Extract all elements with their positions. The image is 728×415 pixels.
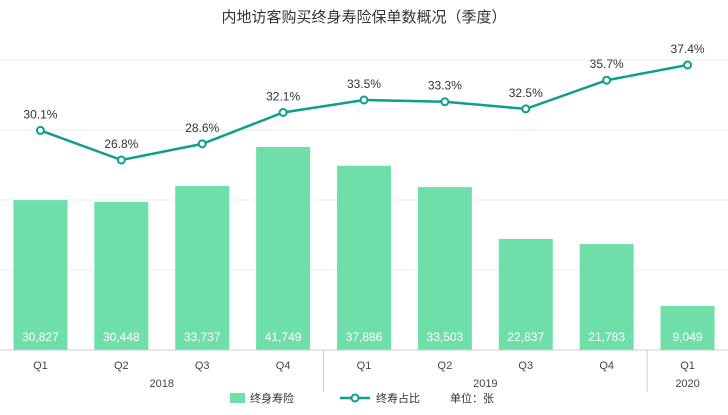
- line-value-label: 35.7%: [590, 57, 624, 71]
- line-series: 30.1% 26.8% 28.6% 32.1% 33.5% 33.3% 32.5% 35.7%…: [23, 42, 705, 165]
- line-point: [359, 95, 369, 105]
- x-tick-label: Q4: [599, 360, 614, 372]
- bar: [660, 306, 715, 350]
- bar-value-label: 37,886: [346, 330, 383, 344]
- legend-line-marker: [350, 393, 360, 403]
- x-tick-label: Q2: [438, 360, 453, 372]
- legend: 终身寿险 终寿占比 单位：张: [230, 391, 494, 405]
- x-tick-label: Q3: [195, 360, 210, 372]
- line-point: [116, 155, 126, 165]
- bar: [175, 185, 230, 350]
- line-point: [521, 104, 531, 114]
- bar: [94, 201, 149, 350]
- x-tick-label: Q1: [33, 360, 48, 372]
- bar: [498, 238, 553, 350]
- bar-value-label: 41,749: [265, 330, 302, 344]
- bar-value-label: 9,049: [673, 330, 703, 344]
- bar: [337, 165, 391, 350]
- line-value-label: 33.5%: [347, 77, 381, 91]
- x-tick-label: Q2: [114, 360, 129, 372]
- bar: [417, 187, 472, 350]
- bar: [579, 244, 634, 350]
- line-value-label: 37.4%: [671, 42, 705, 56]
- legend-line-label: 终寿占比: [376, 391, 420, 405]
- line-point: [35, 125, 45, 135]
- line-point: [197, 139, 207, 149]
- unit-note: 单位：张: [450, 391, 494, 405]
- x-tick-label: Q4: [276, 360, 291, 372]
- x-group-label: 2018: [150, 378, 174, 390]
- x-tick-label: Q1: [357, 360, 372, 372]
- bar-value-label: 33,503: [427, 330, 464, 344]
- bar-value-label: 30,448: [103, 330, 140, 344]
- x-tick-label: Q3: [518, 360, 533, 372]
- x-group-label: 2020: [675, 378, 699, 390]
- x-tick-label: Q1: [680, 360, 695, 372]
- bar-value-label: 21,783: [588, 330, 625, 344]
- line-point: [440, 97, 450, 107]
- line-value-label: 32.1%: [266, 90, 300, 104]
- line-value-label: 26.8%: [104, 137, 138, 151]
- chart-title: 内地访客购买终身寿险保单数概况（季度）: [221, 8, 506, 26]
- bar: [13, 200, 68, 350]
- x-axis: Q1 Q2 Q3 Q4 Q1 Q2 Q3 Q4 Q1 2018 2019 2020: [0, 349, 728, 392]
- x-group-label: 2019: [473, 378, 497, 390]
- line-value-label: 32.5%: [509, 86, 543, 100]
- line-value-label: 33.3%: [428, 79, 462, 93]
- bar: [256, 147, 311, 350]
- line-point: [602, 75, 612, 85]
- bar-series: 30,827 30,448 33,737 41,749 37,886 33,503 22,8…: [13, 147, 715, 350]
- line-value-label: 28.6%: [185, 121, 219, 135]
- bar-value-label: 30,827: [22, 330, 59, 344]
- legend-bar-swatch: [230, 393, 245, 403]
- bar-value-label: 33,737: [184, 330, 221, 344]
- bar-value-label: 22,837: [507, 330, 544, 344]
- line-value-label: 30.1%: [23, 107, 57, 121]
- line-point: [683, 60, 693, 70]
- legend-bar-label: 终身寿险: [250, 391, 294, 405]
- line-point: [278, 108, 288, 117]
